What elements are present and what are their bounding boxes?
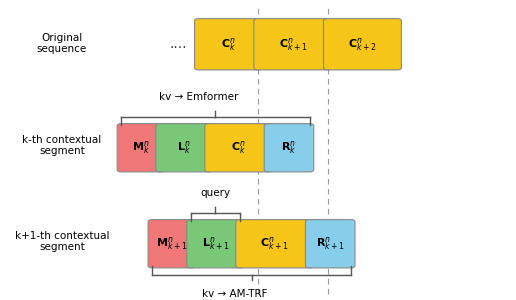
Text: ....: .... [169, 37, 187, 50]
Text: k+1-th contextual
segment: k+1-th contextual segment [14, 231, 109, 252]
Text: $\mathbf{C}_{k+1}^n$: $\mathbf{C}_{k+1}^n$ [261, 235, 289, 252]
Text: $\mathbf{M}_{k+1}^n$: $\mathbf{M}_{k+1}^n$ [156, 235, 187, 252]
Text: $\mathbf{R}_k^n$: $\mathbf{R}_k^n$ [281, 139, 297, 156]
Text: $\mathbf{L}_k^n$: $\mathbf{L}_k^n$ [178, 139, 191, 156]
FancyBboxPatch shape [324, 19, 401, 70]
Text: $\mathbf{C}_{k+2}^n$: $\mathbf{C}_{k+2}^n$ [348, 36, 377, 53]
FancyBboxPatch shape [156, 124, 213, 172]
FancyBboxPatch shape [205, 124, 272, 172]
FancyBboxPatch shape [236, 220, 314, 268]
Text: $\mathbf{L}_{k+1}^n$: $\mathbf{L}_{k+1}^n$ [202, 235, 229, 252]
Text: query: query [201, 188, 231, 198]
Text: kv → AM-TRF: kv → AM-TRF [202, 289, 267, 298]
Text: k-th contextual
segment: k-th contextual segment [22, 135, 102, 156]
FancyBboxPatch shape [264, 124, 314, 172]
Text: $\mathbf{C}_k^n$: $\mathbf{C}_k^n$ [221, 36, 236, 53]
FancyBboxPatch shape [195, 19, 262, 70]
FancyBboxPatch shape [187, 220, 244, 268]
FancyBboxPatch shape [254, 19, 332, 70]
FancyBboxPatch shape [148, 220, 195, 268]
FancyBboxPatch shape [117, 124, 164, 172]
Text: kv → Emformer: kv → Emformer [159, 92, 238, 102]
Text: $\mathbf{R}_{k+1}^n$: $\mathbf{R}_{k+1}^n$ [316, 235, 345, 252]
Text: $\mathbf{C}_k^n$: $\mathbf{C}_k^n$ [231, 139, 246, 156]
Text: $\mathbf{M}_k^n$: $\mathbf{M}_k^n$ [132, 139, 150, 156]
Text: $\mathbf{C}_{k+1}^n$: $\mathbf{C}_{k+1}^n$ [279, 36, 307, 53]
Text: Original
sequence: Original sequence [37, 33, 87, 54]
FancyBboxPatch shape [305, 220, 355, 268]
